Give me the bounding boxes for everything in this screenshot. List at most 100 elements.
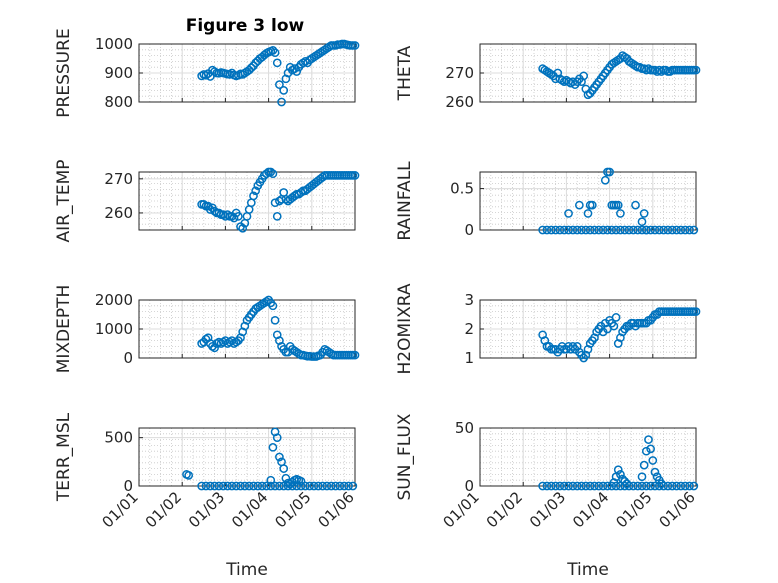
data-point <box>275 80 284 89</box>
data-point <box>199 200 209 209</box>
data-point <box>270 48 280 58</box>
y-axis-label: THETA <box>395 45 415 101</box>
data-point <box>637 225 647 235</box>
data-point <box>223 210 232 219</box>
data-point <box>598 481 608 491</box>
data-point <box>292 67 302 76</box>
data-point <box>240 481 250 491</box>
y-axis-label: RAINFALL <box>395 161 415 241</box>
data-point <box>613 465 623 475</box>
data-point <box>637 217 647 227</box>
data-point <box>603 481 612 491</box>
data-point <box>676 225 686 235</box>
data-point <box>223 481 232 491</box>
data-point <box>579 71 589 81</box>
data-point <box>210 206 219 216</box>
data-point <box>564 209 573 218</box>
data-point <box>620 477 630 486</box>
data-point <box>672 225 681 235</box>
y-tick-label: 0 <box>464 477 474 495</box>
series-markers <box>538 307 701 363</box>
data-point <box>594 225 604 235</box>
data-point <box>616 225 625 235</box>
data-point <box>585 481 595 491</box>
data-point <box>279 464 289 473</box>
data-point <box>268 169 278 179</box>
data-point <box>214 481 224 491</box>
data-point <box>542 225 552 235</box>
data-point <box>300 481 310 491</box>
data-point <box>691 65 701 75</box>
data-point <box>290 191 299 201</box>
data-point <box>631 200 640 210</box>
data-point <box>611 225 621 235</box>
data-point <box>559 481 569 491</box>
data-point <box>577 225 586 235</box>
data-point <box>581 481 591 491</box>
data-point <box>581 225 591 235</box>
data-point <box>637 481 647 491</box>
data-point <box>587 200 597 210</box>
data-point <box>551 481 560 491</box>
data-point <box>616 209 625 218</box>
data-point <box>583 209 593 218</box>
data-point <box>236 481 245 491</box>
figure-title: Figure 3 low <box>186 16 305 36</box>
x-axis-label: Time <box>566 560 609 580</box>
y-tick-label: 0.5 <box>450 180 474 198</box>
axes-box <box>479 427 697 487</box>
data-point <box>275 452 284 462</box>
y-axis-label: TERR_MSL <box>54 412 74 502</box>
y-tick-label: 1000 <box>95 35 133 53</box>
data-point <box>568 481 578 491</box>
data-point <box>564 481 573 491</box>
data-point <box>244 481 254 491</box>
data-point <box>641 481 651 491</box>
y-tick-label: 0 <box>123 349 133 367</box>
data-point <box>231 481 241 491</box>
data-point <box>639 460 649 470</box>
data-point <box>546 225 556 235</box>
y-tick-label: 3 <box>464 291 474 309</box>
y-tick-label: 1 <box>464 349 474 367</box>
data-point <box>646 225 655 235</box>
data-point <box>268 442 278 452</box>
axes-box <box>138 427 356 487</box>
data-point <box>572 481 582 491</box>
data-point <box>253 481 263 491</box>
data-point <box>607 225 617 235</box>
data-point <box>667 225 677 235</box>
data-point <box>270 198 280 208</box>
axes-4: 0 0.5 RAINFALL <box>395 161 699 241</box>
y-tick-label: 260 <box>445 93 474 111</box>
y-tick-label: 1000 <box>95 320 133 338</box>
data-point <box>218 481 228 491</box>
data-point <box>559 225 569 235</box>
x-axis-label: Time <box>225 560 268 580</box>
data-point <box>546 481 556 491</box>
data-point <box>680 481 690 491</box>
data-point <box>214 208 224 218</box>
series-markers <box>197 167 360 233</box>
data-point <box>633 225 643 235</box>
data-point <box>590 481 599 491</box>
data-point <box>268 301 278 311</box>
axes-5: 0 1000 2000 MIXDEPTH <box>54 285 360 373</box>
axes-box <box>138 171 356 231</box>
data-point <box>262 481 271 491</box>
data-point <box>616 470 625 479</box>
data-point <box>650 225 660 235</box>
data-point <box>348 481 358 491</box>
data-point <box>564 225 573 235</box>
data-point <box>659 481 668 491</box>
data-point <box>663 225 673 235</box>
data-point <box>275 481 284 491</box>
data-point <box>594 481 604 491</box>
data-point <box>270 315 280 325</box>
series-markers <box>538 167 699 235</box>
data-point <box>659 225 668 235</box>
axes-6: 1 2 3 H2OMIXRA <box>395 283 701 375</box>
y-axis-label: SUN_FLUX <box>395 413 415 500</box>
y-axis-label: H2OMIXRA <box>395 283 415 374</box>
